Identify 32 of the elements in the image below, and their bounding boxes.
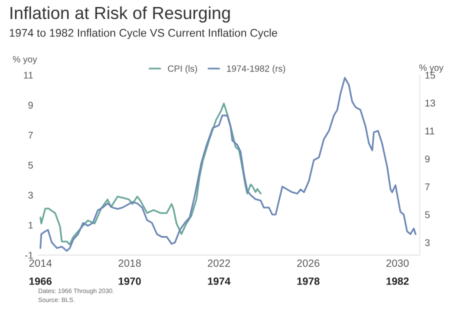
x2-tick-label: 1970 [118, 278, 141, 285]
y2-tick-label: 13 [425, 100, 436, 107]
y2-tick-label: 11 [425, 128, 434, 134]
x2-tick-label: 1966 [29, 278, 52, 285]
y2-tick-label: 7 [425, 183, 430, 190]
chart-subtitle: 1974 to 1982 Inflation Cycle VS Current Inflation Cycle [10, 28, 278, 39]
y-tick-label: 5 [28, 162, 33, 169]
x-tick-label: 2030 [386, 259, 409, 267]
line-series [40, 76, 416, 252]
y2-tick-label: 9 [425, 155, 430, 162]
y2-tick-label: 15 [425, 72, 436, 79]
x-tick-label: 2022 [208, 259, 230, 267]
x2-tick-label: 1978 [297, 278, 320, 285]
y-tick-label: 9 [28, 102, 33, 109]
y-axis-title: % yoy [12, 56, 38, 64]
y2-axis-title: % yoy [419, 64, 444, 73]
x2-tick-label: 1974 [208, 278, 230, 285]
y2-tick-label: 3 [425, 239, 430, 246]
x-tick-label: 2014 [29, 259, 52, 267]
y-tick-label: 7 [28, 132, 33, 139]
line-series [40, 102, 262, 246]
y-tick-label: 1 [28, 222, 33, 229]
x-tick-label: 2026 [297, 259, 320, 267]
y-tick-label: 11 [24, 72, 33, 79]
x-tick-label: 2018 [118, 259, 141, 267]
x2-tick-label: 1982 [386, 278, 409, 285]
y-tick-label: 3 [28, 192, 33, 199]
y2-tick-label: 5 [425, 211, 430, 218]
legend-label: 1974-1982 (rs) [227, 65, 286, 74]
legend-label: CPI (ls) [168, 65, 198, 74]
chart-title: Inflation at Risk of Resurging [10, 6, 230, 23]
y-tick-label: -1 [25, 252, 33, 259]
